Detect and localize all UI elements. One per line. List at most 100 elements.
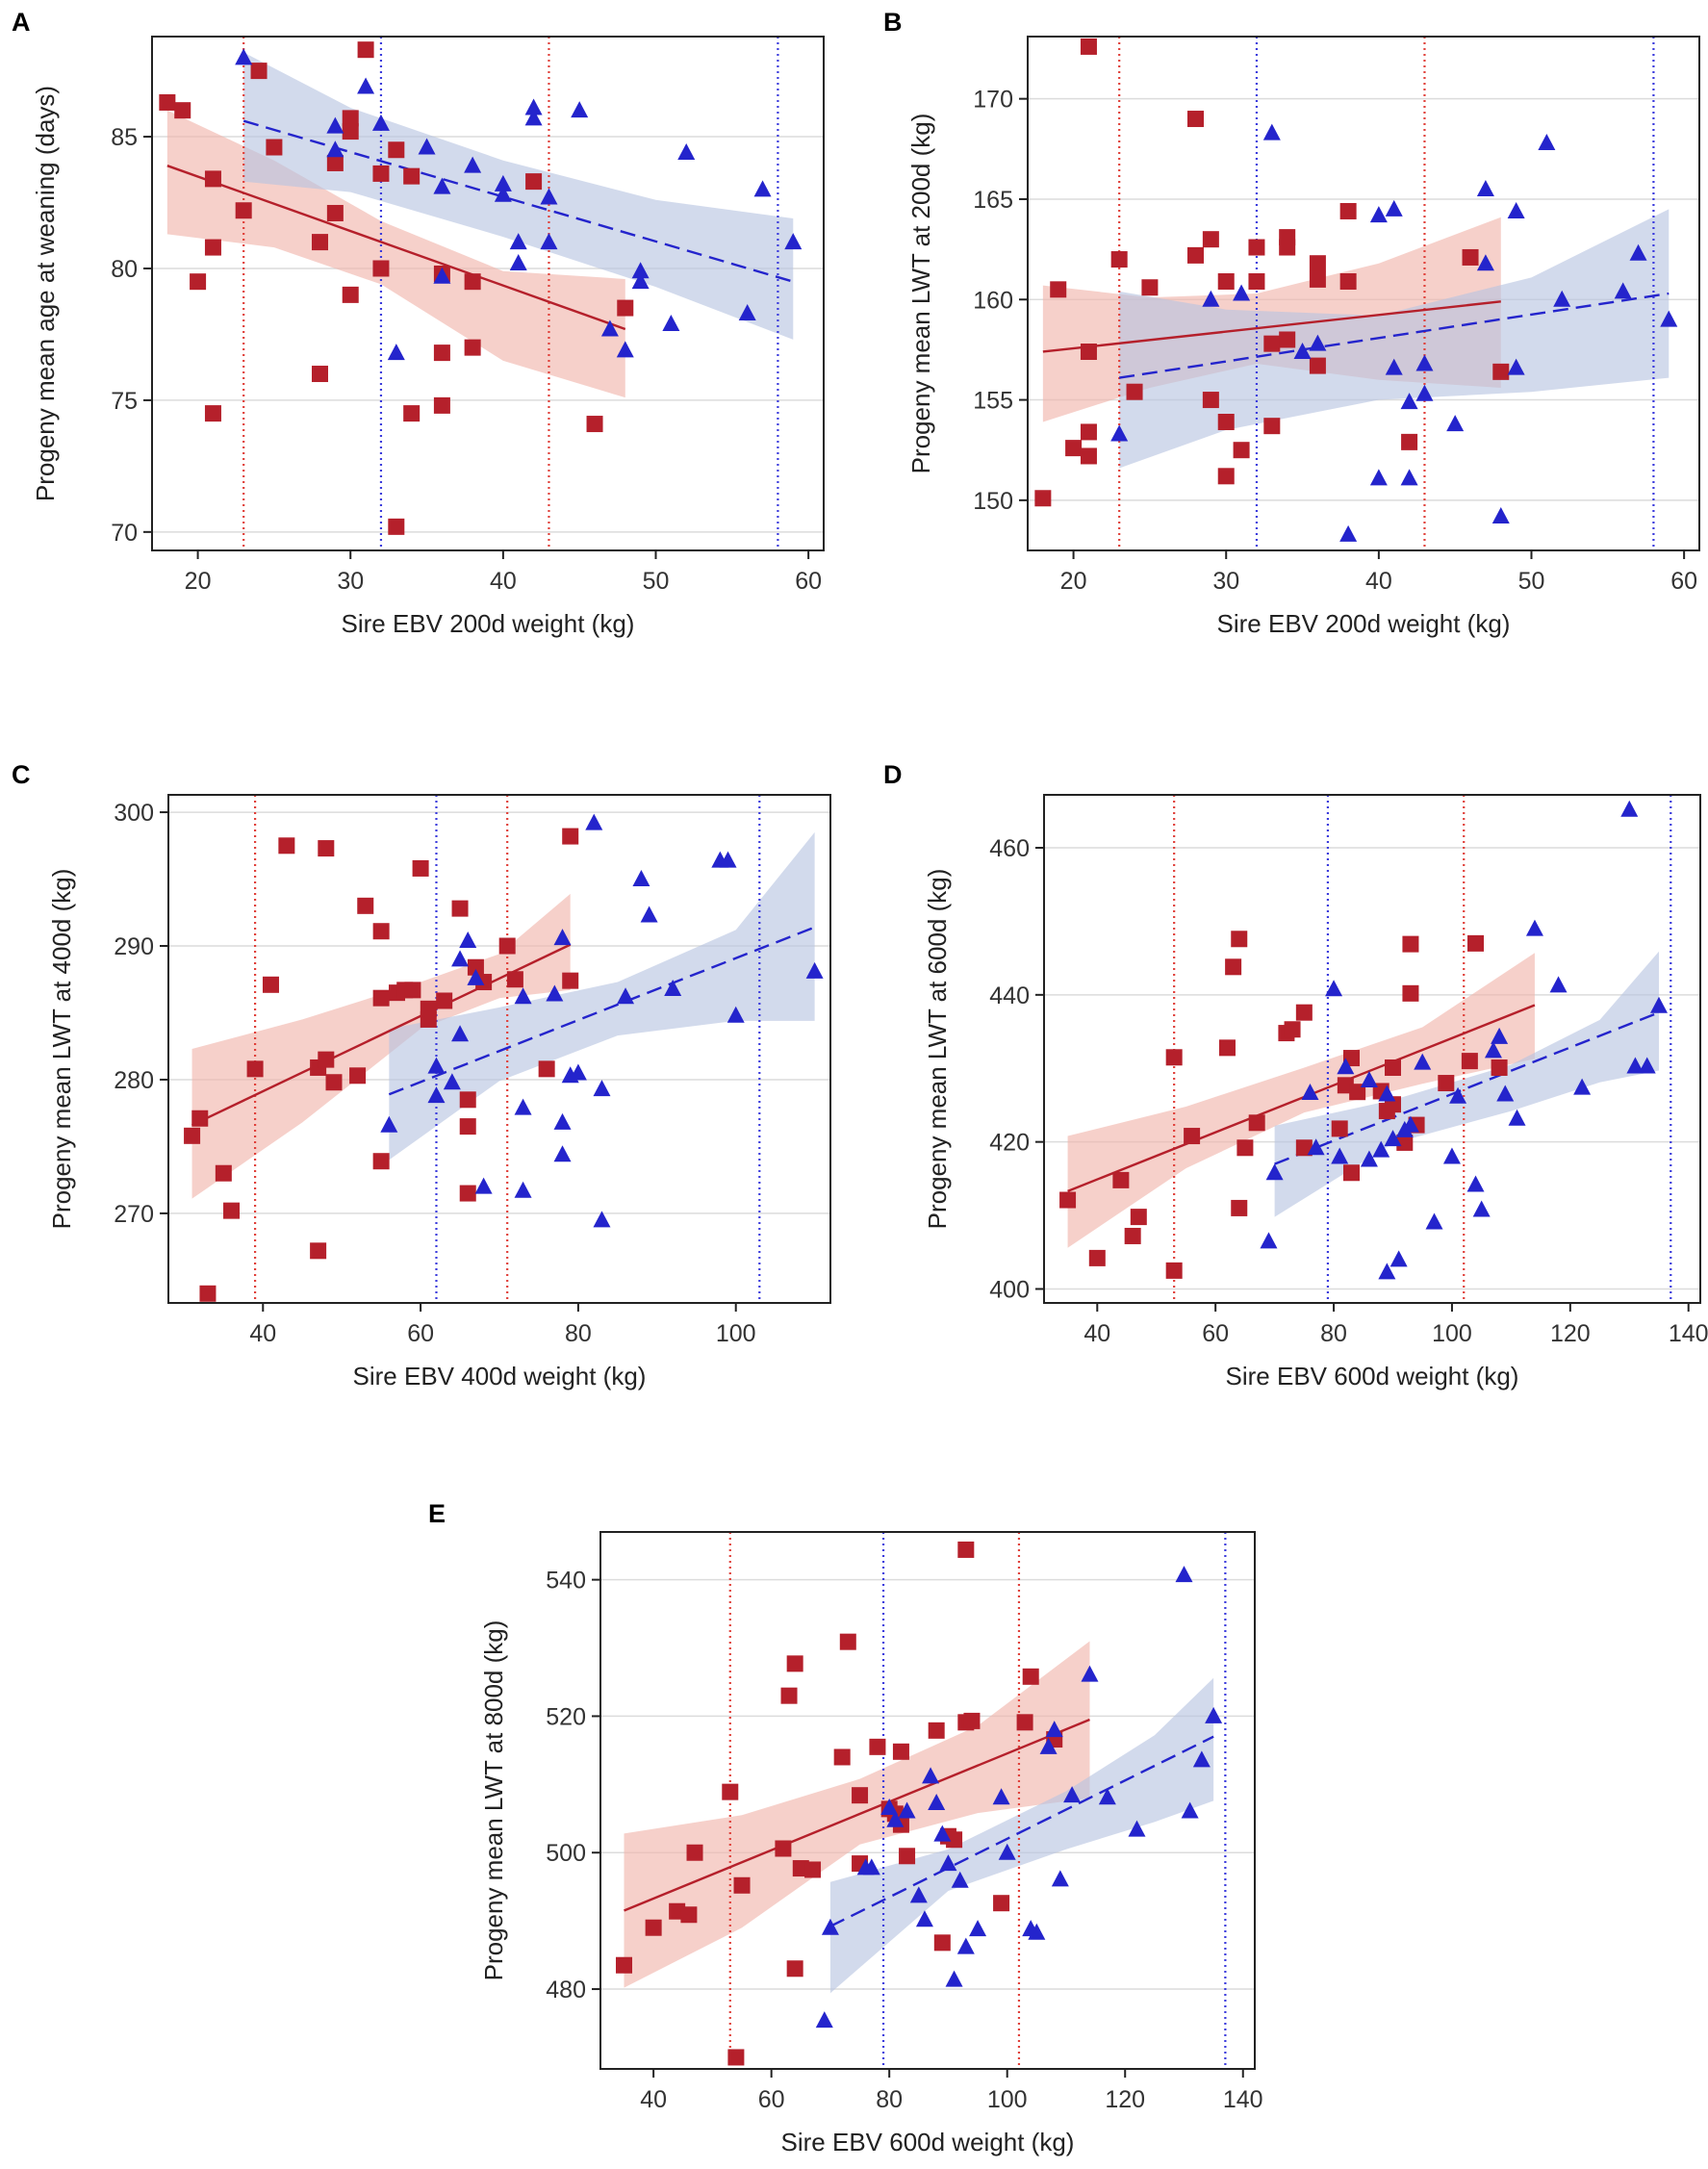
red-square-point	[1309, 357, 1326, 374]
blue-triangle-point	[427, 1057, 446, 1074]
red-square-point	[1034, 490, 1052, 507]
blue-triangle-point	[617, 987, 635, 1005]
red-square-point	[680, 1906, 698, 1924]
blue-triangle-point	[662, 314, 680, 331]
y-tick-label: 170	[973, 87, 1013, 114]
x-tick-label: 30	[1212, 568, 1239, 595]
blue-triangle-point	[1360, 1150, 1378, 1167]
plot-frame	[167, 794, 831, 1304]
red-square-point	[1231, 931, 1248, 948]
red-square-point	[1248, 239, 1265, 256]
x-tick-label: 30	[337, 568, 364, 595]
red-square-point	[388, 518, 405, 535]
x-tick-label: 40	[249, 1320, 276, 1347]
red-square-point	[1080, 423, 1097, 441]
red-square-point	[1385, 1059, 1402, 1076]
x-axis-label: Sire EBV 600d weight (kg)	[1226, 1362, 1519, 1391]
red-square-point	[372, 1153, 390, 1170]
red-square-point	[586, 416, 603, 433]
blue-triangle-point	[1507, 358, 1525, 375]
red-square-point	[804, 1861, 822, 1878]
x-axis-label: Sire EBV 200d weight (kg)	[1217, 609, 1511, 638]
red-square-point	[464, 339, 481, 356]
blue-triangle-point	[1233, 284, 1251, 301]
blue-triangle-point	[1265, 1163, 1284, 1181]
blue-triangle-point	[509, 254, 527, 271]
blue-triangle-point	[1401, 1115, 1419, 1133]
blue-triangle-point	[1128, 1820, 1146, 1837]
x-tick-label: 60	[407, 1320, 434, 1347]
blue-triangle-point	[514, 1098, 532, 1115]
red-square-point	[349, 1067, 367, 1084]
blue-triangle-point	[1110, 424, 1129, 442]
y-tick-label: 460	[989, 835, 1030, 862]
blue-triangle-point	[1626, 1057, 1644, 1074]
blue-triangle-point	[1081, 1665, 1099, 1682]
blue-triangle-point	[1337, 1058, 1355, 1075]
red-square-point	[1295, 1139, 1313, 1157]
red-square-point	[1126, 383, 1143, 400]
blue-triangle-point	[1449, 1086, 1467, 1104]
x-tick-label: 40	[490, 568, 517, 595]
red-square-point	[184, 1127, 201, 1144]
blue-triangle-point	[1442, 1147, 1461, 1164]
blue-triangle-point	[451, 1025, 470, 1042]
red-square-point	[451, 900, 469, 917]
red-square-point	[1462, 248, 1479, 266]
blue-triangle-point	[1525, 919, 1543, 936]
blue-triangle-point	[451, 950, 470, 967]
y-tick-label: 75	[111, 388, 138, 415]
red-square-point	[459, 1091, 476, 1109]
plot-frame	[1027, 36, 1700, 551]
red-square-point	[1263, 335, 1281, 352]
blue-triangle-point	[998, 1843, 1016, 1860]
blue-triangle-point	[969, 1920, 987, 1937]
plot-frame	[1043, 794, 1701, 1304]
y-tick-label: 520	[546, 1703, 586, 1730]
red-square-point	[403, 167, 421, 185]
red-square-point	[326, 154, 344, 171]
red-square-point	[1263, 418, 1281, 435]
red-square-point	[204, 239, 221, 256]
red-square-point	[420, 1010, 437, 1028]
blue-triangle-point	[593, 1080, 611, 1097]
x-axis-label: Sire EBV 400d weight (kg)	[353, 1362, 647, 1391]
x-tick-label: 40	[1365, 568, 1392, 595]
red-square-point	[459, 1185, 476, 1202]
y-tick-label: 80	[111, 256, 138, 283]
red-square-point	[1202, 231, 1219, 248]
red-square-point	[318, 1051, 335, 1068]
blue-triangle-point	[928, 1793, 946, 1810]
blue-triangle-point	[326, 116, 344, 134]
red-square-point	[372, 923, 390, 940]
red-square-point	[562, 972, 579, 989]
red-regression-line	[166, 165, 626, 331]
red-square-point	[1217, 272, 1235, 290]
blue-confidence-band	[1119, 209, 1670, 469]
red-square-point	[928, 1722, 945, 1739]
red-square-point	[199, 1285, 217, 1302]
blue-triangle-point	[992, 1788, 1010, 1805]
x-tick-label: 60	[795, 568, 822, 595]
blue-triangle-point	[387, 344, 405, 361]
red-square-point	[250, 63, 268, 80]
red-square-point	[1279, 331, 1296, 348]
blue-triangle-point	[1649, 996, 1668, 1013]
blue-triangle-point	[1425, 1212, 1443, 1230]
blue-triangle-point	[235, 48, 253, 65]
red-square-point	[946, 1831, 963, 1849]
red-square-point	[1080, 343, 1097, 360]
blue-triangle-point	[631, 262, 650, 279]
y-tick-label: 70	[111, 520, 138, 547]
y-tick-label: 300	[114, 800, 154, 827]
x-tick-label: 20	[185, 568, 212, 595]
blue-triangle-point	[1414, 1053, 1432, 1070]
blue-triangle-point	[418, 138, 436, 155]
panel-letter: E	[428, 1499, 446, 1528]
plot-area	[1044, 795, 1700, 1303]
red-square-point	[342, 110, 359, 127]
blue-triangle-point	[719, 851, 737, 868]
blue-triangle-point	[380, 1115, 398, 1133]
red-square-point	[1396, 1134, 1414, 1151]
y-tick-label: 480	[546, 1977, 586, 2003]
